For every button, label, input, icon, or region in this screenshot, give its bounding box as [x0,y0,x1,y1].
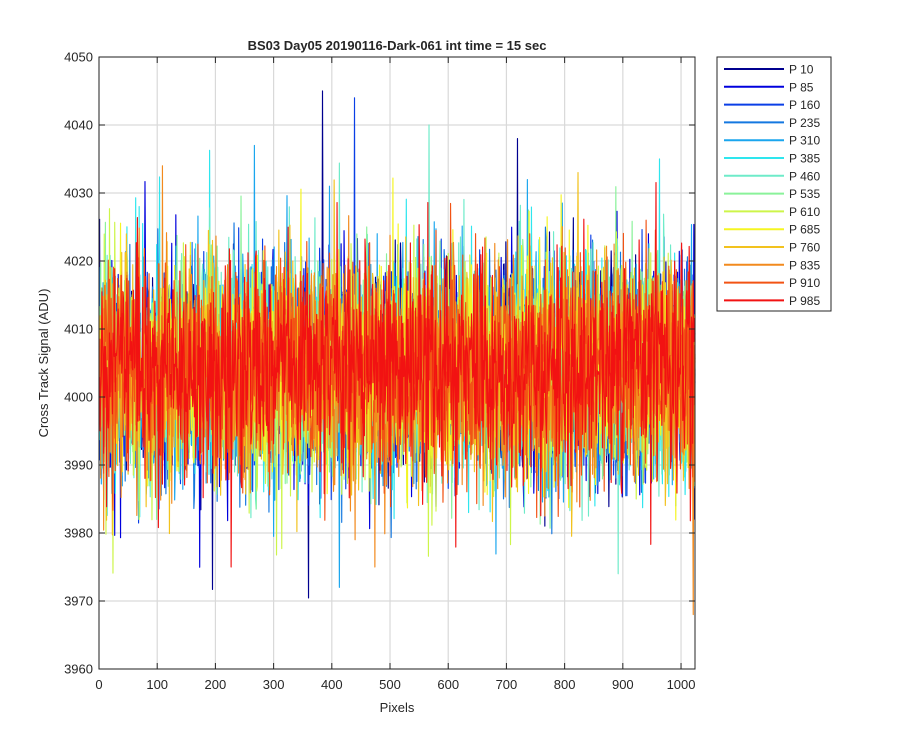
legend-entry: P 685 [724,223,820,237]
y-tick-label: 4050 [64,50,93,65]
y-tick-label: 3990 [64,458,93,473]
legend-label: P 385 [789,152,820,166]
x-tick-label: 400 [321,677,343,692]
legend-entry: P 235 [724,116,820,130]
x-tick-label: 1000 [667,677,696,692]
legend-entry: P 460 [724,169,820,183]
y-tick-label: 3980 [64,526,93,541]
legend-label: P 985 [789,294,820,308]
x-tick-label: 200 [205,677,227,692]
legend-entry: P 10 [724,63,814,77]
legend-entry: P 985 [724,294,820,308]
y-tick-label: 4000 [64,390,93,405]
legend-label: P 160 [789,98,820,112]
legend-label: P 85 [789,80,814,94]
x-tick-label: 800 [554,677,576,692]
plot-frame [98,56,696,670]
legend-label: P 610 [789,205,820,219]
y-axis: 3960 3970 3980 3990 4000 4010 4020 4030 4040 4050 [64,50,695,677]
legend-entry: P 85 [724,80,814,94]
legend-entry: P 310 [724,134,820,148]
x-axis-label: Pixels [380,700,415,715]
x-axis: 0 100 200 300 400 500 600 700 800 900 1000 [95,57,695,692]
x-tick-label: 0 [95,677,102,692]
legend-label: P 460 [789,169,820,183]
x-tick-label: 600 [437,677,459,692]
series-lines [99,90,696,616]
legend-entry: P 535 [724,187,820,201]
legend-label: P 760 [789,241,820,255]
y-tick-label: 3960 [64,662,93,677]
legend-entry: P 760 [724,241,820,255]
legend-label: P 310 [789,134,820,148]
x-tick-label: 300 [263,677,285,692]
legend-label: P 535 [789,187,820,201]
legend-label: P 835 [789,258,820,272]
x-tick-label: 700 [496,677,518,692]
y-tick-label: 4040 [64,118,93,133]
legend-label: P 910 [789,276,820,290]
x-tick-label: 500 [379,677,401,692]
y-tick-label: 4010 [64,322,93,337]
plot-area: 0 100 200 300 400 500 600 700 800 900 1000 3960 397… [64,50,696,692]
legend-label: P 235 [789,116,820,130]
x-tick-label: 900 [612,677,634,692]
y-tick-label: 3970 [64,594,93,609]
legend-entry: P 610 [724,205,820,219]
y-tick-label: 4020 [64,254,93,269]
y-tick-label: 4030 [64,186,93,201]
legend: P 10 P 85 P 160 P 235 P 310 P 385 P 460 P 535 P … [716,56,832,312]
chart-title: BS03 Day05 20190116-Dark-061 int time = … [248,38,547,53]
legend-label: P 10 [789,63,814,77]
y-axis-label: Cross Track Signal (ADU) [36,289,51,438]
legend-box [716,56,832,312]
x-tick-label: 100 [146,677,168,692]
series-line-p985 [99,181,696,568]
legend-entry: P 910 [724,276,820,290]
legend-entry: P 835 [724,258,820,272]
legend-label: P 685 [789,223,820,237]
legend-entry: P 385 [724,152,820,166]
legend-entry: P 160 [724,98,820,112]
